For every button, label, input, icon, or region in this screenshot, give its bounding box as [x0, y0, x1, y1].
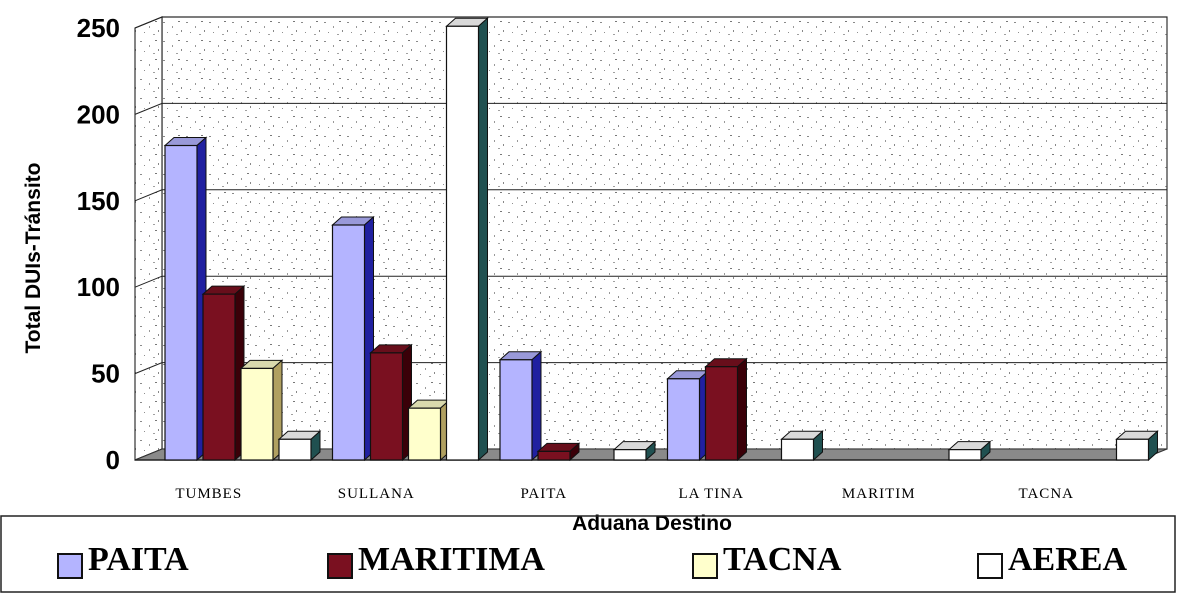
y-tick-label: 0 [106, 445, 120, 475]
legend-swatch [977, 553, 1003, 579]
bar-tacna-sullana [407, 399, 451, 462]
y-axis-title: Total DUIs-Tránsito [22, 163, 45, 354]
bar-front-face [331, 224, 366, 461]
legend-label: AEREA [1008, 541, 1127, 578]
y-tick-label: 250 [77, 13, 120, 43]
x-tick-label: PAITA [520, 486, 567, 502]
bars-layer [163, 17, 1159, 462]
gridline [134, 275, 1167, 288]
x-tick-label: SULLANA [338, 486, 415, 502]
bar-paita-latina [666, 369, 710, 462]
bar-front-face [240, 367, 274, 461]
bar-paita-sullana [331, 215, 375, 462]
bar-front-face [780, 438, 815, 461]
legend-item-maritima: MARITIMA [327, 541, 545, 579]
bar-aerea-sullana [445, 17, 489, 462]
legend-swatch [692, 553, 718, 579]
bar-maritima-paita [536, 442, 581, 462]
legend: PAITA MARITIMA TACNA AEREA [0, 515, 1176, 593]
bar-front-face [445, 25, 480, 461]
legend-item-tacna: TACNA [692, 541, 842, 579]
bar-front-face [499, 359, 533, 461]
gridline [134, 16, 1167, 29]
y-tick-label: 200 [77, 99, 120, 129]
legend-item-paita: PAITA [57, 541, 189, 579]
bar-front-face [613, 449, 647, 461]
bar-front-face [948, 449, 982, 461]
legend-swatch [327, 553, 353, 579]
bar-aerea-paita [612, 440, 657, 462]
bar-side-face [478, 17, 488, 462]
bar-front-face [278, 438, 312, 461]
bar-aerea-tacna [1115, 430, 1159, 462]
x-tick-labels: TUMBES SULLANA PAITA LA TINA MARITIM TACNA [175, 486, 1074, 502]
gridline [134, 362, 1167, 375]
gridline [134, 102, 1167, 115]
y-tick-label: 150 [77, 186, 120, 216]
legend-label: TACNA [723, 541, 842, 578]
bar-front-face [202, 293, 236, 461]
y-tick-label: 100 [77, 272, 120, 302]
plot-back-wall [161, 16, 1168, 450]
bar-side-face [531, 350, 542, 462]
x-axis-title: Aduana Destino [572, 512, 732, 535]
x-tick-label: TUMBES [175, 486, 242, 502]
bar-maritima-tumbes [201, 284, 246, 462]
bar-maritima-latina [704, 357, 748, 462]
bar-front-face [164, 144, 198, 461]
x-tick-label: MARITIM [842, 486, 916, 502]
plot-side-wall [134, 16, 163, 461]
bar-front-face [704, 366, 739, 461]
legend-swatch [57, 553, 83, 579]
bar-aerea-maritim [947, 440, 992, 462]
bar-paita-paita [498, 350, 543, 462]
bar-front-face [666, 378, 701, 461]
legend-frame [0, 515, 1176, 593]
bar-aerea-latina [780, 430, 824, 462]
bar-maritima-sullana [369, 343, 413, 462]
bar-front-face [407, 407, 442, 461]
legend-item-aerea: AEREA [977, 541, 1127, 579]
bar-front-face [369, 352, 404, 461]
bar-aerea-tumbes [277, 430, 322, 462]
plot-background [134, 16, 1168, 461]
y-tick-labels: 0 50 100 150 200 250 [77, 13, 120, 475]
y-tick-label: 50 [91, 359, 120, 389]
bar-paita-tumbes [163, 136, 208, 462]
bar-front-face [537, 450, 571, 461]
x-tick-label: LA TINA [679, 486, 744, 502]
legend-label: PAITA [88, 541, 189, 578]
gridline [134, 189, 1167, 202]
legend-label: MARITIMA [358, 541, 545, 578]
x-tick-label: TACNA [1019, 486, 1074, 502]
bar-side-face [737, 357, 747, 462]
bar-tacna-tumbes [239, 359, 284, 462]
bar-front-face [1115, 438, 1150, 461]
